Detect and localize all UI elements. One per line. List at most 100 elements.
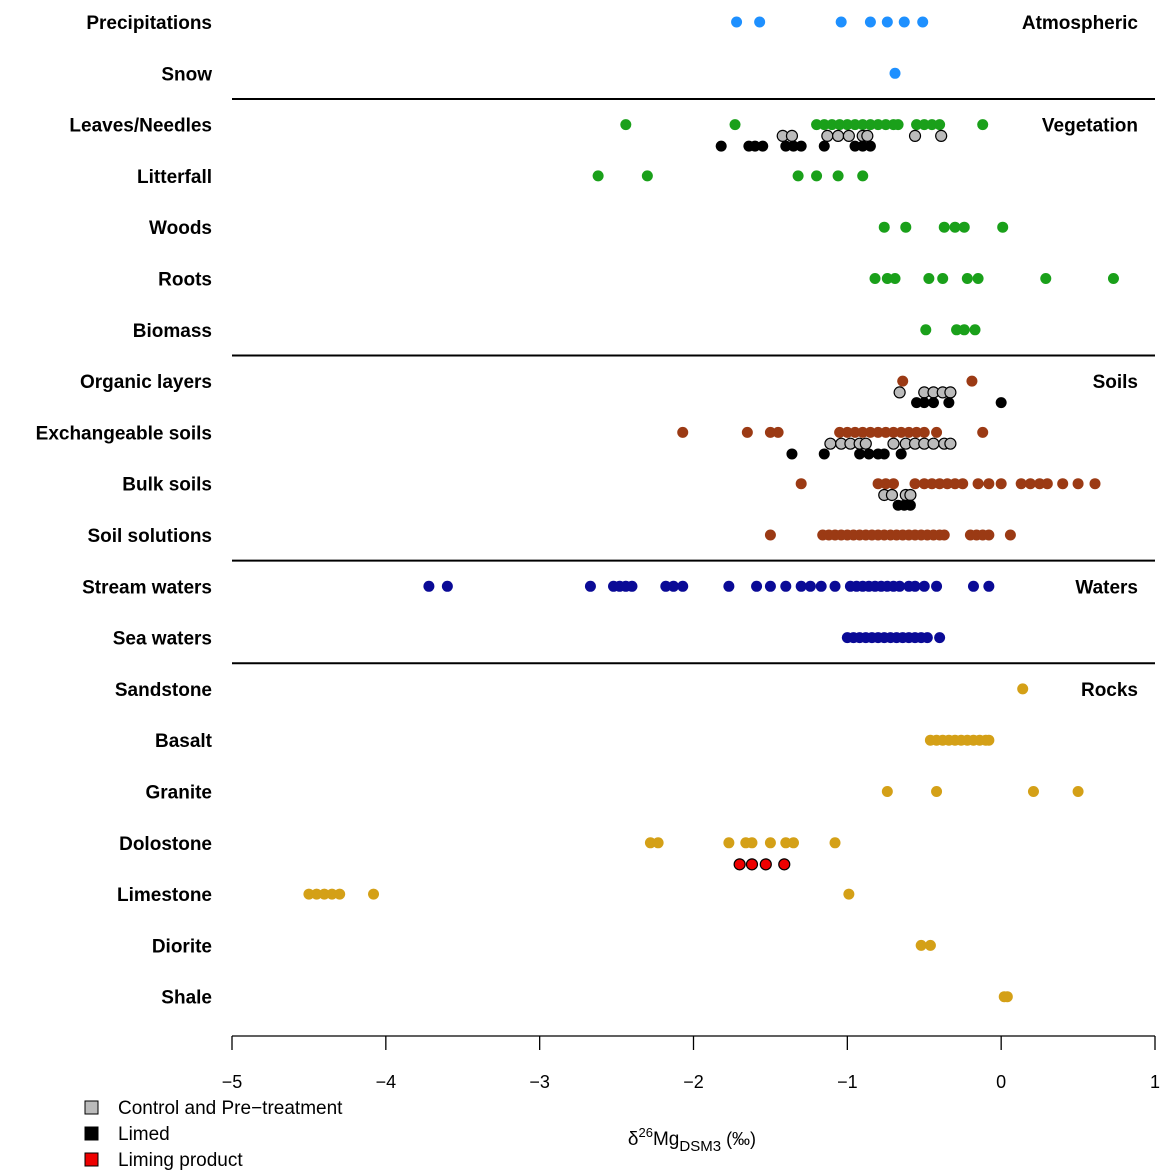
x-tick-label: 1 (1150, 1072, 1160, 1092)
x-axis-label: δ26MgDSM3 (‰) (628, 1125, 756, 1155)
data-point (926, 478, 938, 490)
category-label-leaves-needles: Leaves/Needles (69, 116, 212, 137)
data-point (898, 16, 910, 28)
data-point (854, 448, 866, 460)
data-point (897, 375, 909, 387)
x-tick-label: −4 (376, 1072, 397, 1092)
data-point (861, 129, 874, 142)
category-label-diorite: Diorite (152, 936, 212, 957)
data-point (869, 273, 881, 284)
data-point (923, 273, 935, 284)
data-point (745, 858, 759, 871)
data-point (1024, 478, 1036, 490)
data-point (943, 397, 955, 409)
data-point (1027, 786, 1039, 797)
category-label-biomass: Biomass (133, 321, 212, 342)
category-label-exchangeable-soils: Exchangeable soils (36, 423, 212, 444)
data-point (821, 129, 834, 142)
data-point (841, 119, 853, 131)
data-point (931, 580, 943, 592)
data-point (941, 478, 953, 490)
data-point (715, 140, 727, 152)
data-point (921, 632, 933, 644)
data-point (780, 140, 792, 152)
data-point (864, 140, 876, 152)
data-point (918, 478, 930, 490)
x-tick-label: −2 (683, 1072, 704, 1092)
category-label-roots: Roots (158, 270, 212, 291)
group-labels: Atmospheric Vegetation Soils Waters Rocks (1022, 13, 1139, 701)
data-point (881, 786, 893, 797)
data-point (1072, 786, 1084, 797)
data-point (723, 580, 735, 592)
data-point (881, 273, 893, 284)
data-point (729, 119, 741, 131)
data-point (1034, 478, 1046, 490)
data-point (764, 529, 776, 541)
data-point (780, 837, 792, 849)
data-point (885, 488, 899, 502)
data-point (927, 397, 939, 409)
data-point (786, 448, 798, 460)
data-point (849, 119, 861, 131)
data-point (859, 437, 872, 450)
data-point (660, 580, 672, 592)
data-point (849, 140, 861, 152)
data-point (318, 888, 330, 900)
data-point (887, 478, 899, 490)
category-label-snow: Snow (161, 64, 212, 85)
data-point (818, 448, 830, 460)
data-point (961, 273, 973, 284)
data-point (927, 437, 940, 450)
data-point (731, 16, 743, 28)
data-point (829, 837, 841, 849)
data-point (937, 273, 949, 284)
data-point (878, 448, 890, 460)
data-points (303, 16, 1119, 1003)
data-point (834, 119, 846, 131)
data-point (864, 426, 876, 438)
data-point (880, 119, 892, 131)
data-point (843, 888, 855, 900)
data-point (895, 448, 907, 460)
data-point (938, 221, 950, 233)
x-tick-label: 0 (996, 1072, 1006, 1092)
data-point (957, 478, 969, 490)
data-point (903, 426, 915, 438)
data-point (983, 529, 995, 541)
data-point (751, 580, 763, 592)
group-label-vegetation: Vegetation (1042, 116, 1138, 137)
data-point (764, 426, 776, 438)
data-point (872, 478, 884, 490)
data-point (881, 16, 893, 28)
data-point (857, 119, 869, 131)
data-point (804, 580, 816, 592)
data-point (787, 140, 799, 152)
category-label-limestone: Limestone (117, 885, 212, 906)
group-label-soils: Soils (1093, 372, 1138, 393)
data-point (1089, 478, 1101, 490)
data-point (918, 426, 930, 438)
data-point (841, 426, 853, 438)
legend-label-liming-product: Liming product (118, 1150, 243, 1171)
data-point (334, 888, 346, 900)
data-point (1041, 478, 1053, 490)
data-point (934, 119, 946, 131)
data-point (835, 16, 847, 28)
data-point (620, 119, 632, 131)
legend-swatch (84, 1126, 99, 1141)
group-label-atmospheric: Atmospheric (1022, 13, 1139, 34)
data-point (911, 426, 923, 438)
data-point (818, 140, 830, 152)
data-point (368, 888, 380, 900)
x-tick-label: −3 (529, 1072, 550, 1092)
data-point (1004, 529, 1016, 541)
category-label-sea-waters: Sea waters (113, 629, 212, 650)
data-point (780, 580, 792, 592)
data-point (949, 221, 961, 233)
data-point (842, 129, 855, 142)
data-point (824, 437, 837, 450)
data-point (944, 437, 957, 450)
data-point (829, 580, 841, 592)
